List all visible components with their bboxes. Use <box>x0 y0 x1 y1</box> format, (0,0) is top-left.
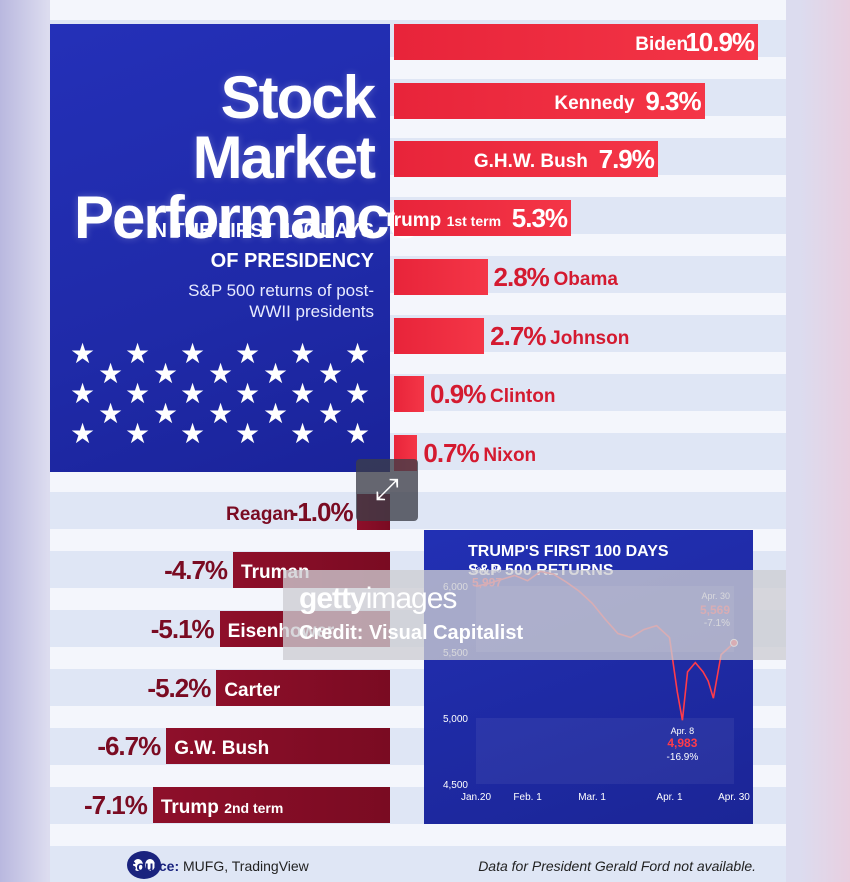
star-icon: ★ <box>345 338 371 369</box>
bar-value-label: 2.8% <box>493 261 550 292</box>
bar-category-label: Nixon <box>483 444 537 466</box>
page-title: Stock Market Performance <box>74 64 421 251</box>
star-icon: ★ <box>345 418 371 449</box>
x-tick-label: Feb. 1 <box>513 792 542 803</box>
star-icon: ★ <box>180 418 206 449</box>
star-icon: ★ <box>235 338 261 369</box>
plot-band <box>476 718 734 784</box>
bar-value-label: -5.2% <box>147 672 211 703</box>
star-icon: ★ <box>290 418 316 449</box>
star-icon: ★ <box>70 378 96 409</box>
annotation-label: 4,983 <box>667 736 697 750</box>
stripe <box>50 470 786 492</box>
bar <box>166 728 390 765</box>
star-icon: ★ <box>263 398 289 429</box>
bar <box>394 141 658 178</box>
subtitle: IN THE FIRST 100 DAYS OF PRESIDENCY <box>146 220 374 272</box>
star-icon: ★ <box>318 358 344 389</box>
visual-capitalist-logo-icon <box>127 851 161 879</box>
bar-value-label: 5.3% <box>511 203 568 234</box>
star-icon: ★ <box>125 418 151 449</box>
bar-value-label: -6.7% <box>97 731 161 762</box>
star-icon: ★ <box>125 338 151 369</box>
expand-button[interactable]: ⤢ <box>356 459 418 521</box>
star-icon: ★ <box>180 338 206 369</box>
star-icon: ★ <box>125 378 151 409</box>
star-icon: ★ <box>235 418 261 449</box>
bar <box>394 82 705 119</box>
star-icon: ★ <box>290 378 316 409</box>
annotation-label: -16.9% <box>667 752 699 763</box>
star-icon: ★ <box>318 398 344 429</box>
bar-value-label: -7.1% <box>83 790 148 821</box>
description: S&P 500 returns of post-WWII presidents <box>188 281 374 321</box>
stripe <box>50 0 786 20</box>
bar <box>394 317 485 354</box>
bar-value-label: 10.9% <box>685 27 755 57</box>
credit-text: Credit: Visual Capitalist <box>299 622 524 644</box>
bar <box>394 258 488 295</box>
star-icon: ★ <box>180 378 206 409</box>
bar <box>394 376 425 413</box>
y-tick-label: 5,000 <box>443 714 468 725</box>
star-icon: ★ <box>208 358 234 389</box>
getty-watermark: gettyimages Credit: Visual Capitalist <box>283 570 786 660</box>
bar-value-label: 0.9% <box>430 379 486 410</box>
bar-category-label: G.W. Bush <box>174 738 270 760</box>
bar-category-label: G.H.W. Bush <box>473 151 588 173</box>
bar-value-label: 2.7% <box>490 320 546 351</box>
star-icon: ★ <box>345 378 371 409</box>
bar-category-label: Biden <box>635 34 689 55</box>
bar-category-label: Trump 2nd term <box>160 797 284 819</box>
star-icon: ★ <box>153 358 179 389</box>
stripe <box>50 824 786 846</box>
source-label: Source: <box>127 858 180 874</box>
annotation-label: Apr. 8 <box>671 726 695 736</box>
star-icon: ★ <box>70 338 96 369</box>
x-tick-label: Mar. 1 <box>578 792 606 803</box>
bar <box>152 787 390 824</box>
source-line: Source: MUFG, TradingView <box>127 858 309 874</box>
bar <box>394 24 759 60</box>
bar-category-label: Reagan <box>225 503 295 525</box>
x-tick-label: Apr. 30 <box>718 792 750 803</box>
bar <box>216 669 390 706</box>
bar-category-label: Trump 1st term <box>383 210 502 232</box>
bar-value-label: 7.9% <box>598 144 655 175</box>
bar-value-label: -1.0% <box>289 496 354 527</box>
star-icon: ★ <box>263 358 289 389</box>
star-icon: ★ <box>290 338 316 369</box>
x-tick-label: Apr. 1 <box>656 792 683 803</box>
getty-logo: gettyimages <box>299 582 457 615</box>
bar-category-label: Johnson <box>550 327 630 349</box>
footnote: Data for President Gerald Ford not avail… <box>478 858 756 874</box>
y-tick-label: 4,500 <box>443 780 468 791</box>
bar-value-label: -4.7% <box>164 555 228 586</box>
star-icon: ★ <box>208 398 234 429</box>
bar-value-label: 0.7% <box>423 437 479 468</box>
star-icon: ★ <box>98 398 124 429</box>
infographic-card: Stock Market Performance IN THE FIRST 10… <box>50 0 786 882</box>
star-icon: ★ <box>235 378 261 409</box>
title-panel: Stock Market Performance IN THE FIRST 10… <box>50 24 421 472</box>
x-tick-label: Jan.20 <box>461 792 491 803</box>
bar-category-label: Obama <box>553 268 618 290</box>
annotation-label: Jan. 20 <box>472 564 502 574</box>
bar-category-label: Clinton <box>490 386 556 408</box>
bar <box>394 200 572 237</box>
source-text: MUFG, TradingView <box>183 858 309 874</box>
bar-value-label: 9.3% <box>645 85 701 116</box>
bar-category-label: Kennedy <box>554 92 635 114</box>
star-icon: ★ <box>98 358 124 389</box>
star-icon: ★ <box>153 398 179 429</box>
bar-value-label: -5.1% <box>150 614 215 644</box>
star-icon: ★ <box>70 418 96 449</box>
bar-category-label: Carter <box>224 679 281 701</box>
